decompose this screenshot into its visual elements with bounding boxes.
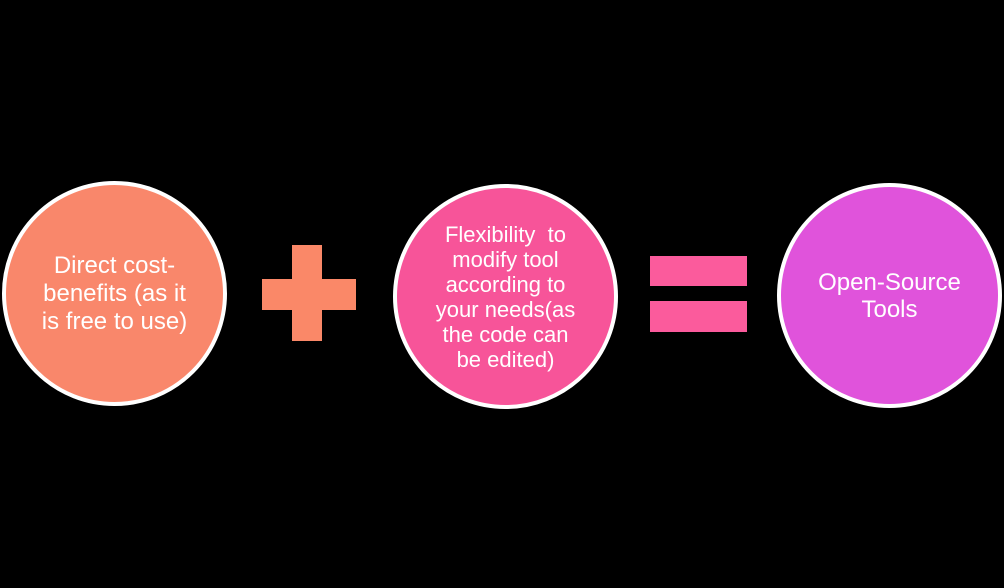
node-text-line: benefits (as it bbox=[43, 279, 186, 307]
node-text-line: Tools bbox=[861, 295, 918, 323]
node-text-line: Open-Source bbox=[818, 268, 961, 296]
node-text-line: modify tool bbox=[452, 246, 559, 272]
node-text-line: Direct cost- bbox=[53, 251, 176, 279]
node-text-line: the code can bbox=[442, 321, 569, 347]
node-text-line: according to bbox=[445, 271, 566, 297]
equals-bottom-bar bbox=[650, 301, 747, 332]
plus-horizontal-bar bbox=[262, 279, 356, 310]
node-flexibility-to-modify: Flexibility to modify tool according to … bbox=[393, 184, 618, 409]
node-text-line: your needs(as bbox=[435, 296, 576, 322]
node-open-source-tools: Open-Source Tools bbox=[777, 183, 1002, 408]
node-text-line: is free to use) bbox=[41, 307, 188, 335]
equals-top-bar bbox=[650, 256, 747, 286]
node-direct-cost-benefits: Direct cost- benefits (as it is free to … bbox=[2, 181, 227, 406]
node-text-line: be edited) bbox=[456, 346, 555, 372]
node-text-line: Flexibility to bbox=[444, 221, 567, 247]
